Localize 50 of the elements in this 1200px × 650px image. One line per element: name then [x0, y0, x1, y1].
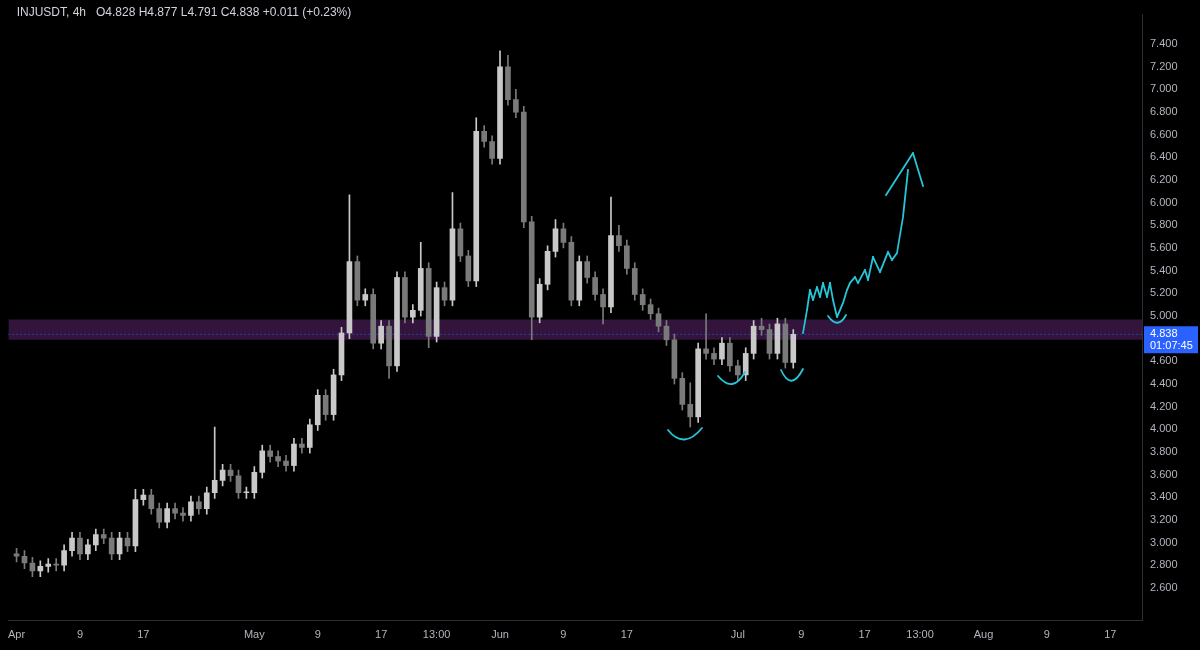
x-tick-label: May	[243, 628, 266, 641]
y-tick-label: 6.800	[1150, 105, 1178, 118]
x-tick-label: Jun	[491, 628, 509, 641]
ref-line-label: 4.838	[1150, 327, 1178, 340]
x-tick-label: Jul	[730, 628, 745, 641]
x-tick-label: 17	[137, 628, 150, 641]
y-tick-label: 6.400	[1150, 150, 1178, 163]
x-tick-label: 9	[76, 628, 84, 641]
chart-title: INJUSDT, 4h	[16, 5, 86, 20]
x-tick-label: 17	[858, 628, 871, 641]
y-tick-label: 5.600	[1150, 241, 1178, 254]
y-tick-label: 2.800	[1150, 558, 1178, 571]
y-tick-label: 4.200	[1150, 399, 1178, 412]
candlestick	[53, 558, 60, 572]
x-tick-label: Aug	[973, 628, 994, 641]
y-tick-label: 7.400	[1150, 37, 1178, 50]
y-tick-label: 5.800	[1150, 218, 1178, 231]
candlestick	[180, 507, 186, 522]
y-tick-label: 3.200	[1150, 512, 1178, 525]
x-tick-label: 9	[314, 628, 321, 641]
x-tick-label: 17	[620, 628, 633, 641]
y-tick-label: 6.000	[1150, 195, 1178, 208]
y-tick-label: 4.000	[1150, 422, 1178, 435]
y-tick-label: 3.600	[1150, 467, 1178, 480]
x-tick-label: 9	[1043, 628, 1050, 641]
x-tick-label: 9	[798, 628, 805, 641]
x-tick-label: 17	[375, 628, 388, 641]
candlestick	[703, 313, 709, 360]
y-tick-label: 3.400	[1150, 490, 1178, 503]
y-tick-label: 7.200	[1150, 59, 1178, 72]
candlestick	[211, 426, 218, 499]
y-tick-label: 7.000	[1150, 82, 1178, 95]
x-tick-label: 13:00	[906, 628, 934, 641]
x-tick-label: Apr	[8, 628, 26, 641]
y-tick-label: 3.800	[1150, 445, 1178, 457]
y-tick-label: 5.200	[1150, 286, 1178, 299]
chart-subtitle: O4.828 H4.877 L4.791 C4.838 +0.011 (+0.23%)	[95, 5, 352, 20]
y-tick-label: 6.200	[1150, 173, 1178, 186]
x-tick-label: 9	[560, 628, 567, 641]
y-tick-label: 5.000	[1150, 309, 1178, 322]
candlestick	[45, 558, 52, 573]
x-tick-label: 13:00	[422, 628, 451, 641]
y-tick-label: 6.600	[1150, 127, 1178, 140]
y-tick-label: 3.000	[1150, 535, 1178, 548]
y-tick-label: 2.600	[1150, 580, 1178, 593]
x-tick-label: 17	[1104, 628, 1117, 641]
y-tick-label: 5.400	[1150, 263, 1178, 276]
y-tick-label: 4.400	[1150, 377, 1178, 390]
y-tick-label: 4.600	[1150, 354, 1178, 367]
text: 01:07:45	[1150, 339, 1193, 352]
